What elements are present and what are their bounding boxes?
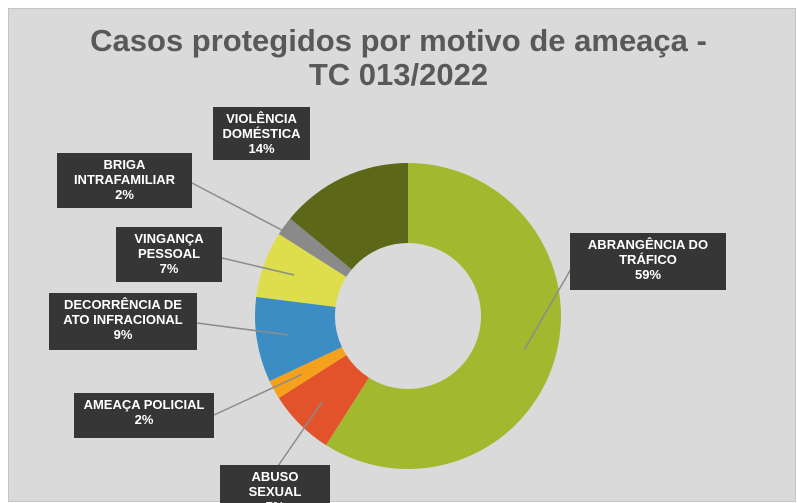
- data-label: VINGANÇA PESSOAL 7%: [116, 227, 222, 282]
- leader-line: [191, 182, 311, 246]
- leader-line: [523, 261, 576, 351]
- leader-line: [277, 401, 324, 467]
- label-category: ABRANGÊNCIA DO TRÁFICO: [587, 237, 709, 267]
- label-category: VINGANÇA PESSOAL: [134, 231, 204, 261]
- title-line: Casos protegidos por motivo de ameaça -: [90, 23, 707, 58]
- label-value: 9%: [113, 327, 133, 342]
- label-category: DECORRÊNCIA DE ATO INFRACIONAL: [63, 297, 183, 327]
- donut-slice: [255, 296, 342, 382]
- data-label: VIOLÊNCIA DOMÉSTICA 14%: [213, 107, 310, 160]
- donut-slice: [256, 234, 347, 307]
- label-value: 2%: [115, 187, 134, 202]
- donut-slice: [326, 163, 561, 469]
- title-line: TC 013/2022: [308, 57, 489, 92]
- donut-slice: [269, 347, 347, 398]
- donut-slice: [278, 355, 369, 446]
- label-value: 2%: [134, 412, 154, 427]
- data-label: BRIGA INTRAFAMILIAR 2%: [57, 153, 192, 208]
- data-label: ABRANGÊNCIA DO TRÁFICO 59%: [570, 233, 726, 290]
- leader-line: [213, 373, 303, 416]
- label-category: VIOLÊNCIA DOMÉSTICA: [222, 111, 301, 141]
- leader-line: [221, 257, 295, 276]
- leader-line: [196, 322, 289, 336]
- donut-slice: [290, 163, 408, 270]
- label-value: 7%: [224, 499, 326, 503]
- data-label: ABUSO SEXUAL7%: [220, 465, 330, 503]
- data-label: DECORRÊNCIA DE ATO INFRACIONAL 9%: [49, 293, 197, 350]
- donut-slice: [278, 218, 352, 277]
- label-category: AMEAÇA POLICIAL: [83, 397, 205, 412]
- label-value: 59%: [634, 267, 662, 282]
- chart-title: Casos protegidos por motivo de ameaça - …: [0, 24, 797, 92]
- label-category: ABUSO SEXUAL: [248, 469, 302, 499]
- label-category: BRIGA INTRAFAMILIAR: [73, 157, 176, 187]
- data-label: AMEAÇA POLICIAL 2%: [74, 393, 214, 438]
- label-value: 14%: [248, 141, 275, 156]
- label-value: 7%: [159, 261, 179, 276]
